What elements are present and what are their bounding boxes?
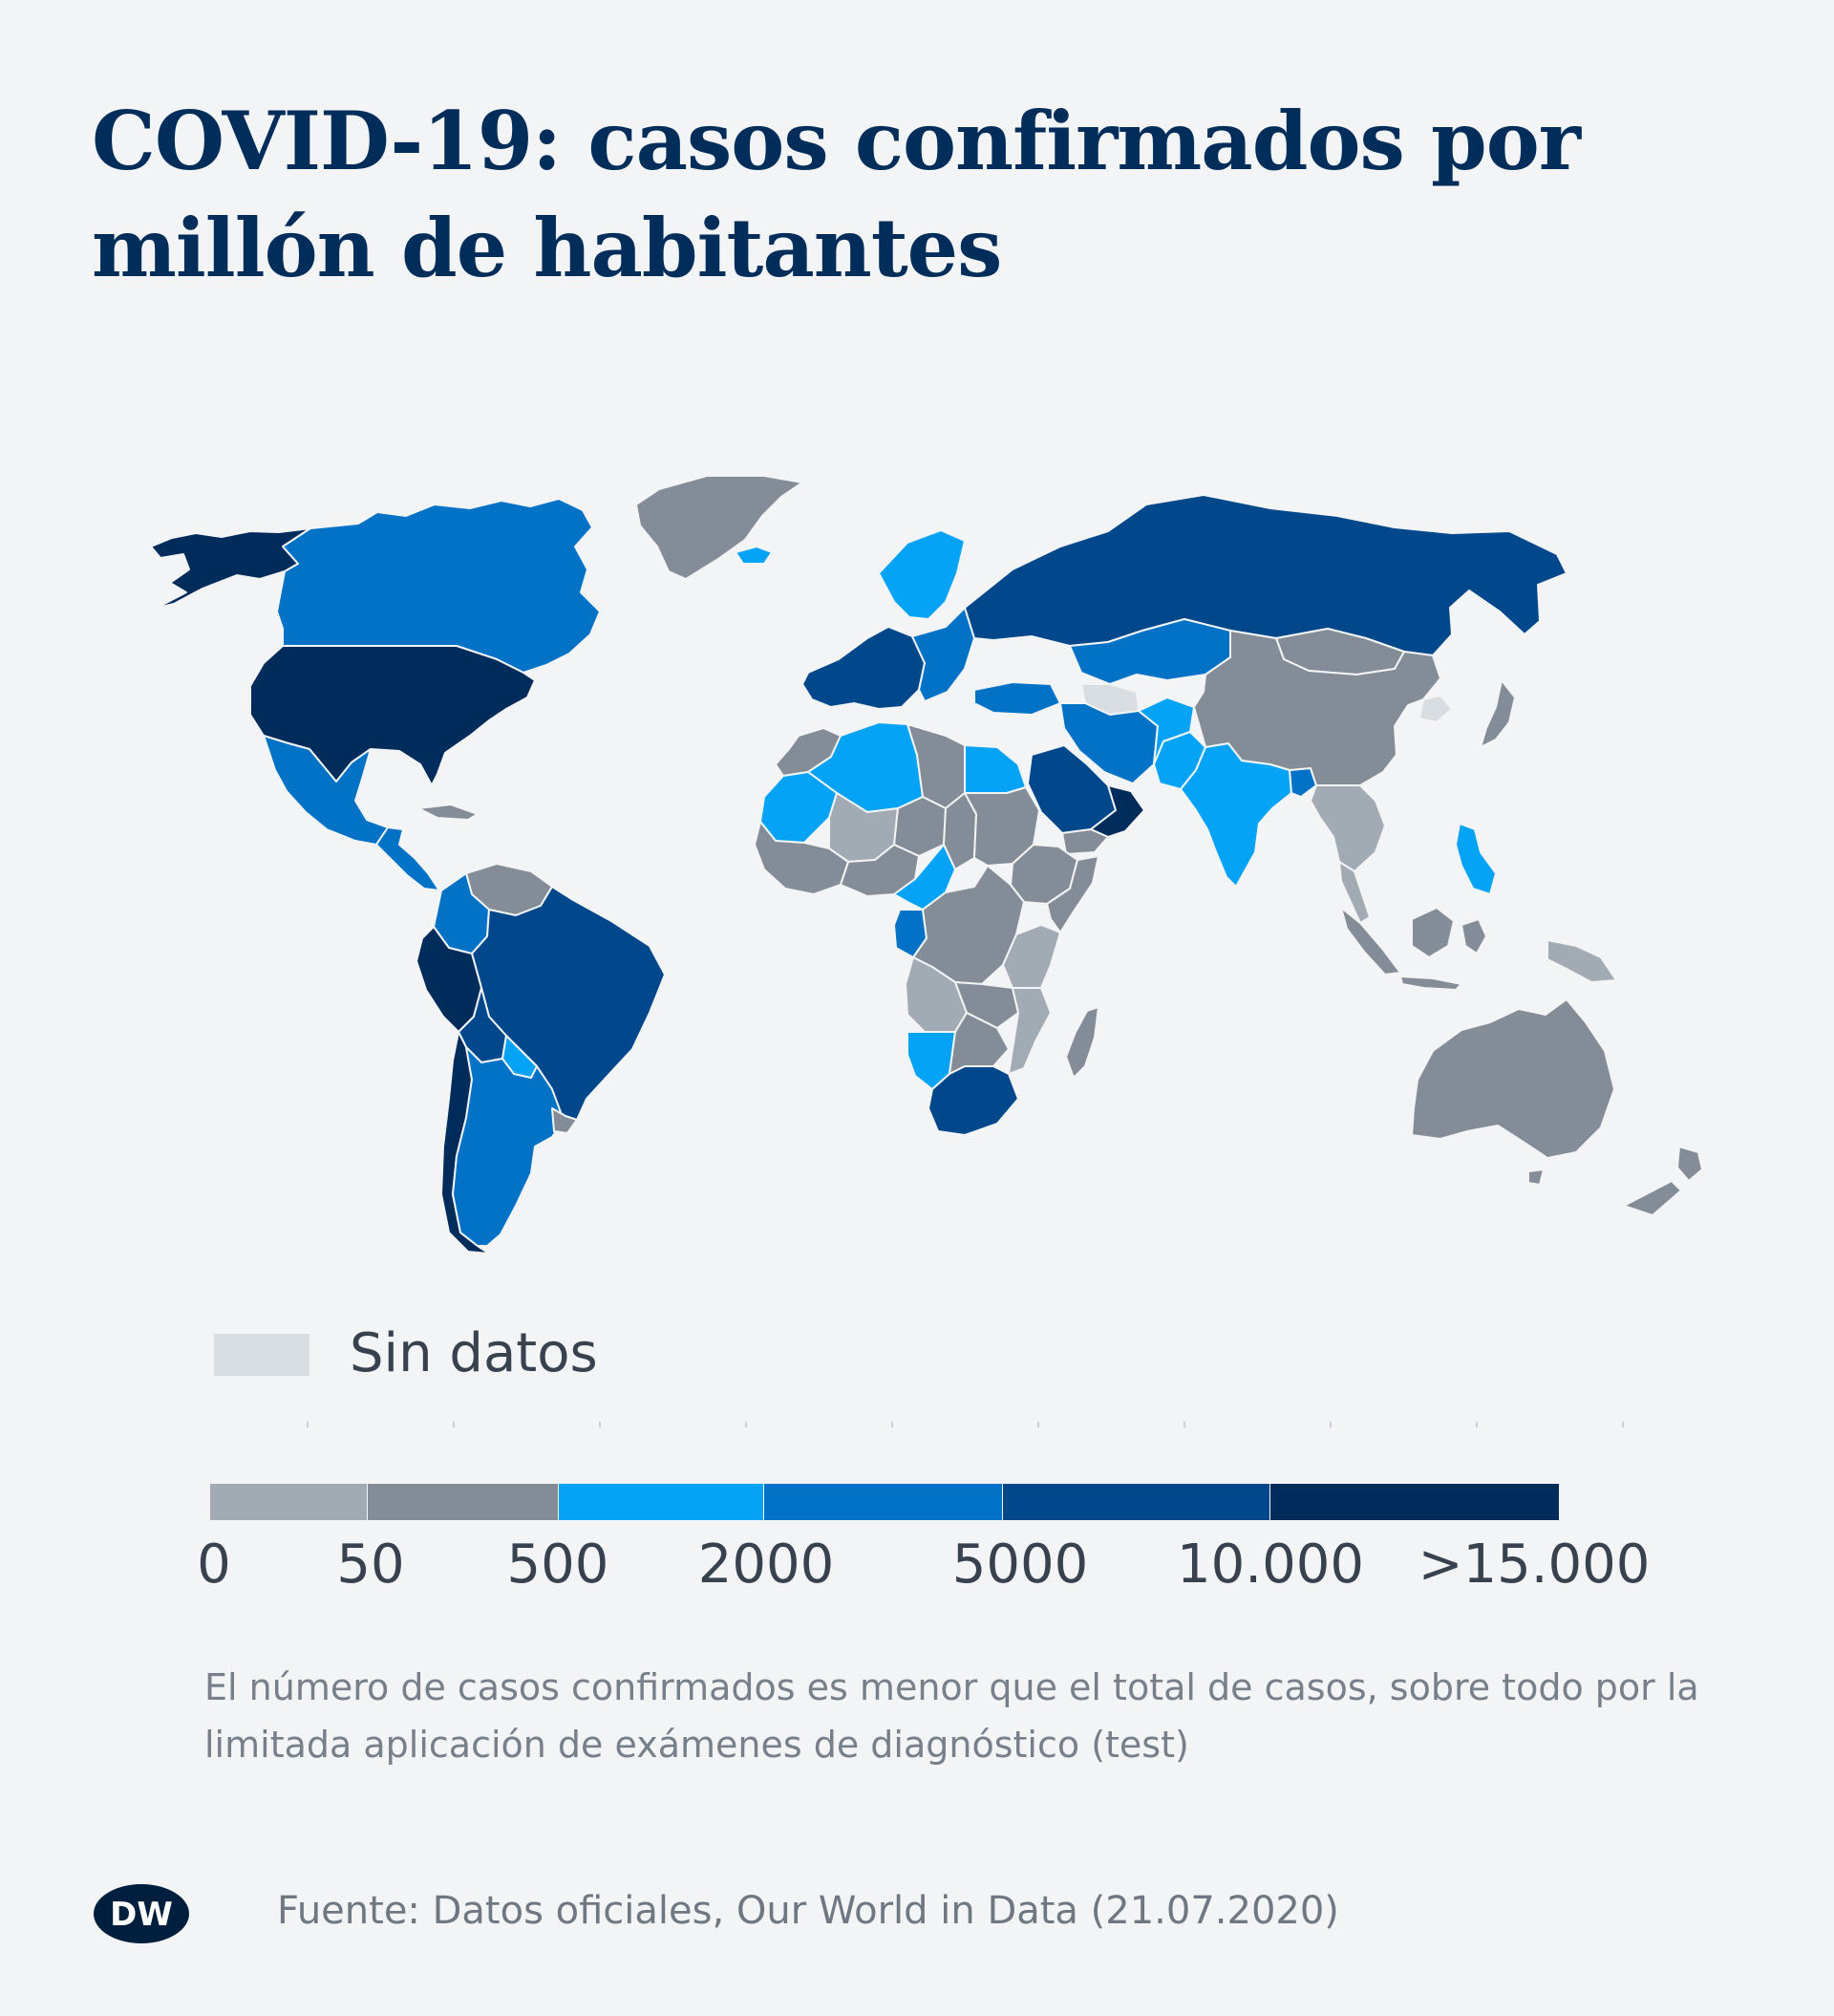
dw-logo: DW [94,1884,189,1943]
world-map [140,475,1703,1255]
map-region-malay-peninsula [1338,861,1371,924]
legend-tick-label: 2000 [698,1533,835,1596]
legend-bin [1270,1484,1559,1520]
map-region-central-america [375,826,440,891]
map-region-australia [1411,998,1615,1159]
map-region-southeast-asia [1310,784,1386,872]
map-region-north-korea [1418,695,1453,723]
map-title: COVID-19: casos confirmados por millón d… [92,94,1581,295]
map-region-argentina [452,1046,565,1247]
map-region-scandinavia [878,529,966,620]
legend-bin [210,1484,367,1520]
map-region-south-africa [928,1065,1019,1136]
legend-bin [764,1484,1002,1520]
map-region-mozambique [1008,987,1052,1075]
legend-tick-label: 50 [336,1533,404,1596]
map-region-iceland [735,546,773,565]
map-region-paraguay [501,1035,538,1079]
map-region-egypt [964,744,1027,794]
legend-bin [559,1484,763,1520]
nodata-swatch [214,1334,309,1376]
map-region-yemen [1061,828,1109,855]
map-region-japan [1480,679,1516,748]
legend-tick-label: 5000 [952,1533,1089,1596]
map-region-mexico [263,735,389,846]
map-region-tasmania [1527,1169,1545,1186]
dw-logo-text: DW [110,1896,173,1934]
map-region-eastern-europe [911,607,975,702]
map-region-russia [964,494,1567,656]
map-region-new-zealand-south [1623,1180,1682,1216]
legend-tick-label: 500 [507,1533,609,1596]
map-region-sumatra [1340,907,1401,976]
map-region-turkey [973,681,1061,716]
map-region-madagascar [1065,1006,1099,1079]
color-scale-legend: 0 50 500 2000 5000 10.000 >15.000 [197,1422,1651,1596]
legend-bin [1003,1484,1269,1520]
legend-tick-label: 0 [197,1533,231,1596]
nodata-label: Sin datos [350,1322,598,1384]
map-region-sulawesi [1461,918,1487,954]
legend-bin [368,1484,558,1520]
legend-tick-label: >15.000 [1418,1533,1651,1596]
map-region-canada [276,498,601,674]
map-region-oman [1090,784,1145,838]
map-region-philippines [1455,823,1497,895]
footnote: El número de casos confirmados es menor … [204,1666,1699,1766]
source-line: Fuente: Datos oficiales, Our World in Da… [277,1889,1339,1933]
legend-tick-label: 10.000 [1177,1533,1364,1596]
map-region-uruguay [551,1107,578,1134]
map-region-alaska [140,527,311,612]
map-region-cuba [417,804,479,821]
map-region-java [1399,976,1462,991]
map-region-greenland [635,475,803,580]
map-region-china [1193,630,1441,786]
map-region-borneo [1411,907,1455,958]
map-region-papua [1546,939,1617,983]
map-region-new-zealand-north [1676,1146,1703,1182]
map-region-western-europe [801,626,926,710]
